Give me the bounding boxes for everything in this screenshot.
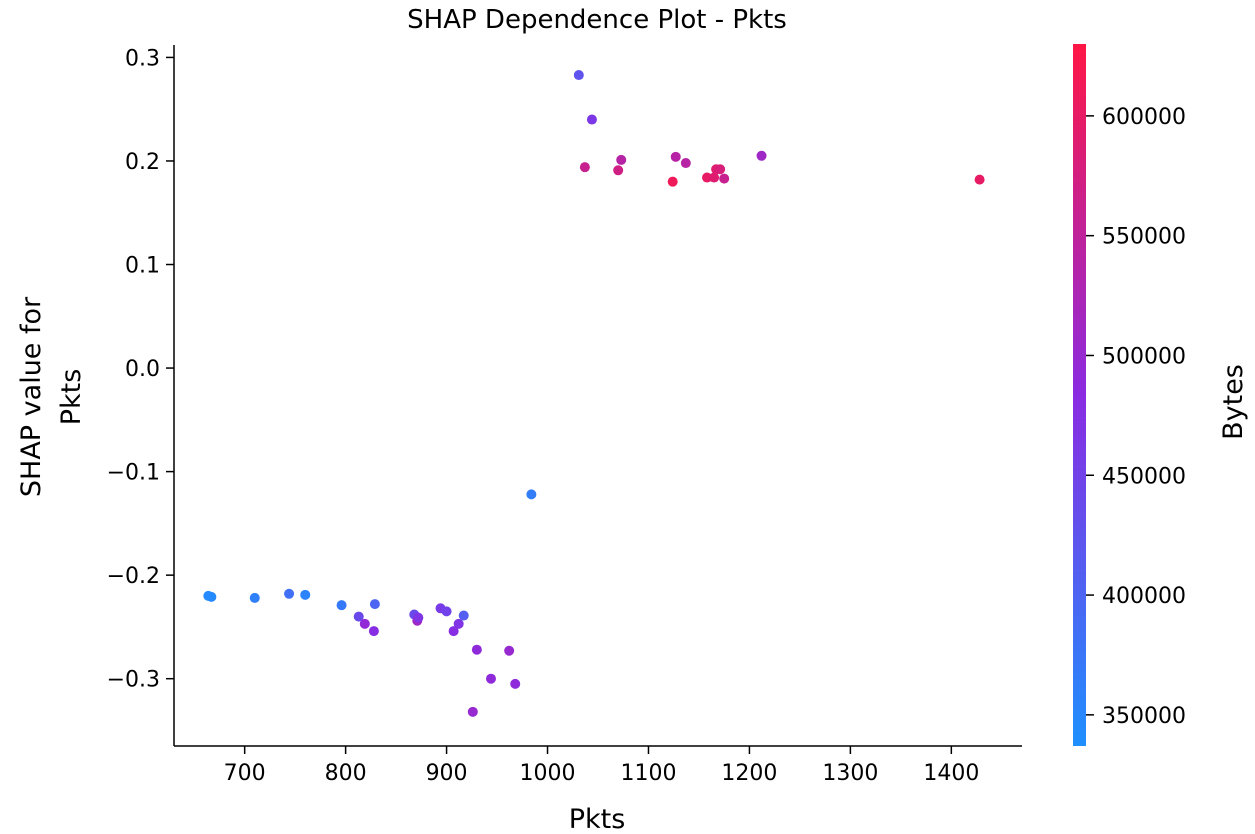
scatter-point: [616, 154, 627, 165]
scatter-point: [670, 151, 681, 162]
y-tick-label: 0.2: [125, 150, 160, 175]
scatter-point: [613, 165, 624, 176]
colorbar-gradient: [1073, 44, 1086, 746]
scatter-point: [467, 706, 478, 717]
y-tick-label: 0.1: [125, 254, 160, 279]
y-tick-label: 0.3: [125, 46, 160, 71]
scatter-point: [756, 150, 767, 161]
scatter-point: [206, 591, 217, 602]
x-ticks: 700 800 900 1000 1100 1200 1300 1400: [224, 746, 979, 786]
x-tick-label: 1300: [822, 761, 878, 786]
scatter-points: [203, 70, 985, 717]
scatter-point: [709, 172, 720, 183]
scatter-point: [974, 174, 985, 185]
scatter-point: [485, 673, 496, 684]
scatter-point: [715, 164, 726, 175]
scatter-point: [667, 176, 678, 187]
colorbar-label: Bytes: [1218, 364, 1249, 440]
scatter-point: [586, 114, 597, 125]
y-tick-label: 0.0: [125, 357, 160, 382]
x-tick-label: 1200: [721, 761, 777, 786]
scatter-point: [448, 626, 459, 637]
scatter-point: [504, 645, 515, 656]
scatter-point: [453, 618, 464, 629]
scatter-point: [719, 173, 730, 184]
scatter-point: [441, 606, 452, 617]
scatter-point: [680, 158, 691, 169]
scatter-point: [579, 162, 590, 173]
x-axis-label: Pkts: [569, 804, 626, 834]
colorbar-ticks: 350000 400000 450000 500000 550000 600000: [1086, 105, 1186, 729]
y-tick-label: −0.2: [107, 564, 160, 589]
colorbar-tick-label: 550000: [1102, 225, 1186, 250]
x-tick-label: 1100: [620, 761, 676, 786]
scatter-point: [300, 589, 311, 600]
scatter-point: [359, 618, 370, 629]
scatter-point: [413, 612, 424, 623]
y-ticks: 0.3 0.2 0.1 0.0 −0.1 −0.2 −0.3: [107, 46, 174, 693]
x-tick-label: 800: [325, 761, 367, 786]
y-tick-label: −0.1: [107, 461, 160, 486]
scatter-point: [510, 678, 521, 689]
y-axis-label-line-1: SHAP value for: [16, 296, 47, 497]
colorbar-tick-label: 400000: [1102, 584, 1186, 609]
colorbar-tick-label: 600000: [1102, 105, 1186, 130]
chart-title: SHAP Dependence Plot - Pkts: [407, 5, 787, 35]
scatter-point: [336, 600, 347, 611]
x-tick-label: 1400: [923, 761, 979, 786]
scatter-point: [526, 489, 537, 500]
y-tick-label: −0.3: [107, 668, 160, 693]
plot-area: 0.3 0.2 0.1 0.0 −0.1 −0.2 −0.3 700 800 900 1000 11…: [107, 45, 1022, 786]
y-axis-label: SHAP value for Pkts: [16, 296, 87, 497]
x-tick-label: 700: [224, 761, 266, 786]
colorbar-tick-label: 350000: [1102, 704, 1186, 729]
scatter-point: [249, 592, 260, 603]
colorbar-tick-label: 500000: [1102, 344, 1186, 369]
scatter-point: [458, 610, 469, 621]
scatter-point: [369, 599, 380, 610]
scatter-point: [471, 644, 482, 655]
colorbar: 350000 400000 450000 500000 550000 600000 Byt…: [1073, 44, 1249, 746]
scatter-point: [368, 626, 379, 637]
colorbar-tick-label: 450000: [1102, 464, 1186, 489]
scatter-point: [284, 588, 295, 599]
y-axis-label-line-2: Pkts: [56, 369, 87, 426]
x-tick-label: 900: [426, 761, 468, 786]
scatter-point: [353, 611, 364, 622]
scatter-point: [573, 70, 584, 81]
scatter-point: [702, 172, 713, 183]
x-tick-label: 1000: [520, 761, 576, 786]
